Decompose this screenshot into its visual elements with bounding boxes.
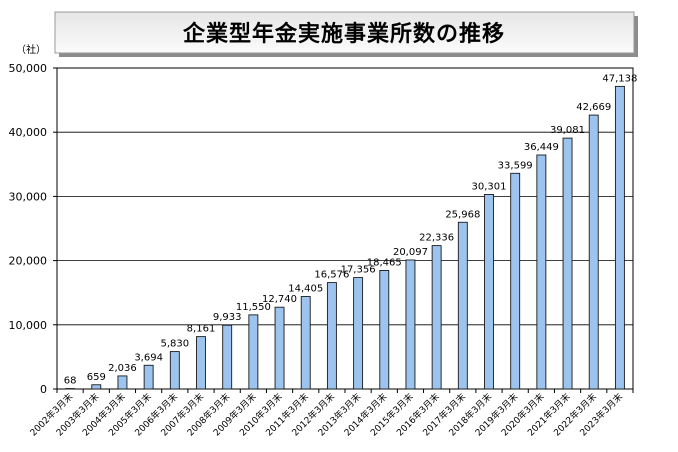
bar: [117, 375, 128, 390]
chart-title: 企業型年金実施事業所数の推移: [182, 21, 505, 47]
y-tick-label: 20,000: [9, 255, 48, 268]
bar: [536, 154, 547, 390]
bar: [143, 364, 154, 390]
y-tick-label: 40,000: [9, 126, 48, 139]
data-label: 14,405: [288, 284, 323, 295]
data-label: 20,097: [393, 247, 428, 258]
bar: [588, 114, 599, 390]
x-tick-label: 2023年3月末: [577, 391, 625, 439]
data-label: 33,599: [498, 160, 533, 171]
data-label: 42,669: [576, 102, 611, 113]
bar: [457, 221, 468, 390]
data-label: 68: [64, 376, 77, 387]
bar: [300, 296, 311, 390]
data-label: 12,740: [262, 294, 297, 305]
bar: [431, 245, 442, 390]
y-tick-label: 10,000: [9, 319, 48, 332]
data-label: 9,933: [213, 312, 242, 323]
data-label: 39,081: [550, 125, 585, 136]
y-tick-label: 50,000: [9, 62, 48, 75]
bar: [379, 270, 390, 390]
bar: [614, 85, 625, 390]
bar: [222, 324, 233, 390]
data-label: 36,449: [524, 142, 559, 153]
data-label: 25,968: [445, 209, 480, 220]
data-label: 11,550: [236, 302, 271, 313]
y-axis-unit-label: （社）: [16, 43, 46, 56]
bar: [248, 314, 259, 390]
title-box: 企業型年金実施事業所数の推移: [54, 11, 638, 57]
y-axis: 0 10,000 20,000 30,000 40,000 50,000: [9, 62, 57, 396]
bar: [169, 351, 180, 390]
bar: [405, 259, 416, 390]
data-label: 47,138: [602, 73, 637, 84]
bar: [510, 172, 521, 390]
bar: [65, 388, 76, 390]
plot-frame: [56, 67, 634, 390]
data-label: 5,830: [160, 339, 189, 350]
bar: [353, 277, 364, 390]
x-axis: 2002年3月末2003年3月末2004年3月末2005年3月末2006年3月末…: [27, 389, 634, 439]
y-tick-label: 0: [40, 383, 47, 396]
bar: [196, 336, 206, 390]
data-label: 17,356: [341, 265, 376, 276]
bar: [484, 194, 494, 390]
bar: [326, 282, 337, 390]
data-label: 659: [87, 372, 106, 383]
data-label: 16,576: [314, 270, 349, 281]
data-label: 2,036: [108, 363, 137, 374]
y-tick-label: 30,000: [9, 190, 48, 203]
gridlines: [56, 67, 634, 390]
bar: [91, 384, 102, 390]
bar: [562, 137, 573, 390]
data-label: 22,336: [419, 233, 454, 244]
data-label: 3,694: [134, 352, 163, 363]
title-box-frame: [54, 11, 635, 54]
bars: [65, 85, 625, 390]
data-label: 30,301: [472, 181, 507, 192]
data-label: 8,161: [187, 324, 216, 335]
bar: [274, 306, 285, 390]
data-label: 18,465: [367, 257, 402, 268]
